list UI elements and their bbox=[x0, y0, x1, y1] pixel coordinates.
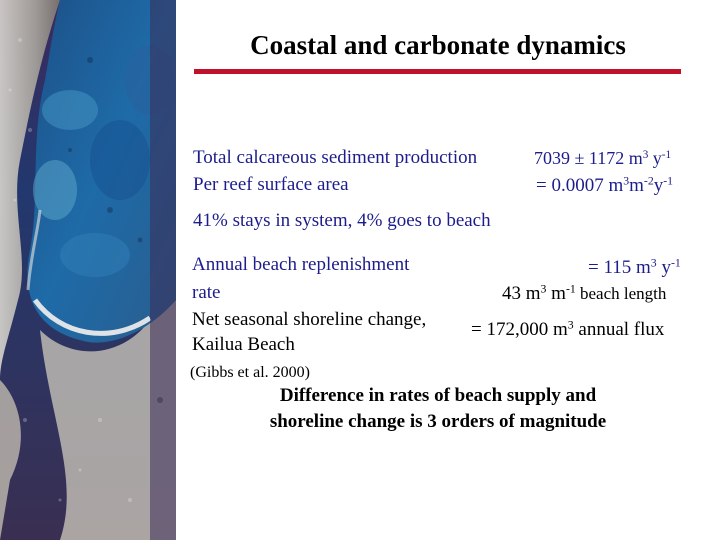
conclusion-line1: Difference in rates of beach supply and bbox=[279, 385, 597, 406]
shoreline-value-text: = 172,000 m bbox=[471, 319, 568, 340]
production-value-line2: = 0.0007 m3m-2y-1 bbox=[536, 175, 673, 197]
aerial-coastline-image bbox=[0, 0, 176, 540]
beach-value2-suffix: beach length bbox=[575, 284, 667, 303]
beach-value1-text: = 115 m bbox=[588, 257, 651, 278]
per-area-exp2: -2 bbox=[643, 174, 654, 188]
production-value-line1: 7039 ± 1172 m3 y-1 bbox=[534, 148, 671, 169]
per-area-exp1: 3 bbox=[623, 174, 630, 188]
shoreline-label-line1: Net seasonal shoreline change, bbox=[192, 309, 427, 330]
production-value-exp: 3 bbox=[642, 148, 649, 161]
beach-value1: = 115 m3 y-1 bbox=[588, 257, 681, 279]
beach-value2-text: 43 m bbox=[502, 283, 541, 304]
beach-value2-exp2: -1 bbox=[565, 282, 576, 296]
retention-statement: 41% stays in system, 4% goes to beach bbox=[193, 210, 491, 231]
shoreline-value-suffix: annual flux bbox=[573, 319, 665, 340]
beach-value1-exp: 3 bbox=[650, 256, 657, 270]
beach-value2: 43 m3 m-1 beach length bbox=[502, 283, 666, 305]
citation: (Gibbs et al. 2000) bbox=[190, 364, 310, 381]
per-area-unit: y bbox=[653, 175, 664, 196]
beach-value2-mid: m bbox=[546, 283, 566, 304]
beach-value2-exp: 3 bbox=[540, 282, 547, 296]
beach-label-line1: Annual beach replenishment bbox=[192, 254, 410, 275]
production-value-unit: y bbox=[648, 148, 662, 168]
shoreline-label-line2: Kailua Beach bbox=[192, 334, 295, 355]
shoreline-value-exp: 3 bbox=[567, 318, 574, 332]
beach-label-line2: rate bbox=[192, 282, 221, 303]
shoreline-value: = 172,000 m3 annual flux bbox=[471, 319, 664, 341]
slide-title: Coastal and carbonate dynamics bbox=[250, 30, 626, 60]
production-value-text: 7039 ± 1172 m bbox=[534, 148, 643, 168]
title-underline bbox=[194, 69, 681, 74]
production-label-line2: Per reef surface area bbox=[193, 174, 349, 195]
per-area-value-text: = 0.0007 m bbox=[536, 175, 624, 196]
conclusion-line2: shoreline change is 3 orders of magnitud… bbox=[269, 411, 607, 432]
beach-value1-unit: y bbox=[656, 257, 671, 278]
per-area-exp3: -1 bbox=[663, 174, 674, 188]
production-label-line1: Total calcareous sediment production bbox=[193, 147, 478, 168]
beach-value1-unit-exp: -1 bbox=[670, 256, 681, 270]
per-area-mid: m bbox=[629, 175, 644, 196]
production-value-unit-exp: -1 bbox=[661, 148, 672, 161]
